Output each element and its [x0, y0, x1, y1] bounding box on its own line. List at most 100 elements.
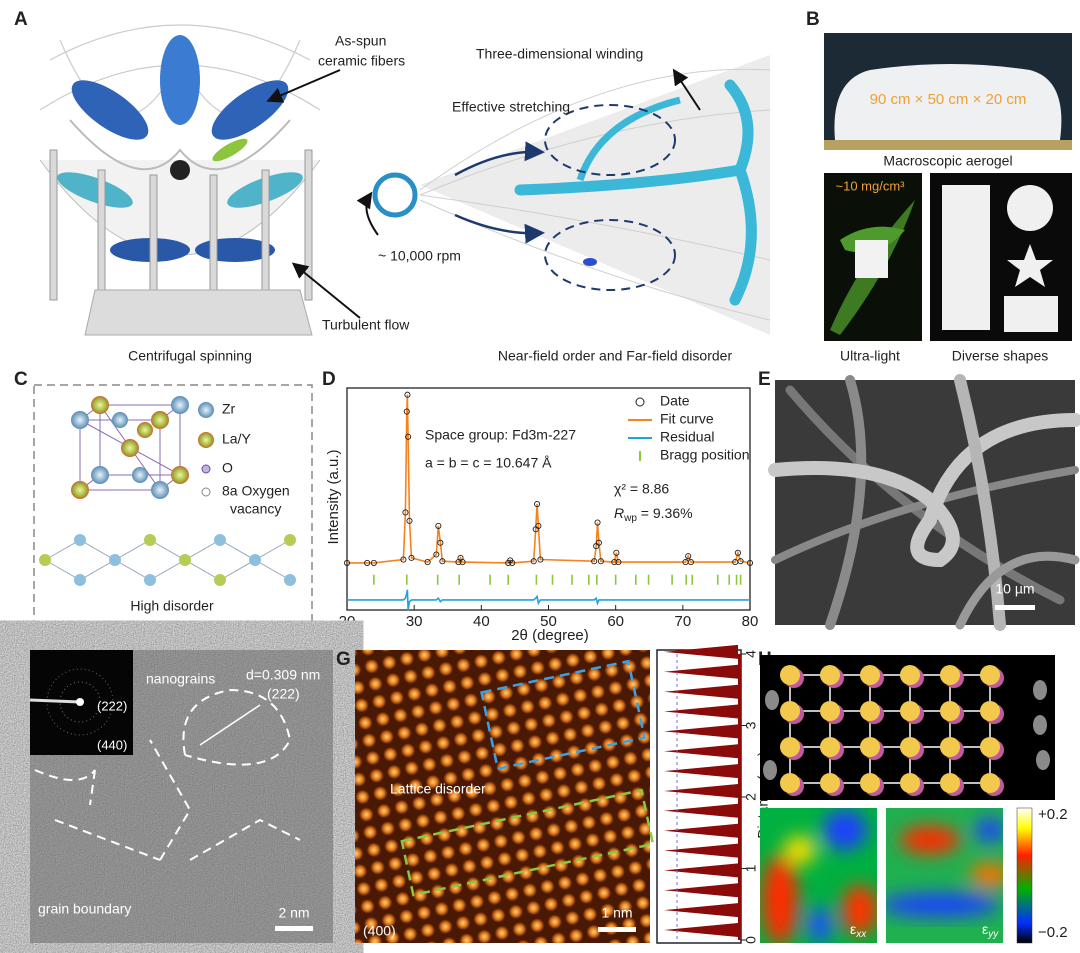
x-tick-label: 70 [674, 613, 691, 630]
series-line [347, 589, 750, 611]
annotation: εyy [982, 921, 999, 940]
x-tick-label: 40 [473, 613, 490, 630]
annotation: (222) [97, 698, 127, 713]
annotation: χ² = 8.86 [614, 481, 669, 497]
colorbar-label: −0.2 [1038, 924, 1068, 941]
spinner-illustration [39, 24, 321, 336]
strain-symbol: ε [850, 921, 856, 937]
data-point [746, 559, 754, 566]
annotation-value: = 9.36% [637, 505, 693, 521]
annotation: (222) [267, 686, 300, 702]
y-tick-label: 1 [743, 864, 759, 872]
arrow [291, 262, 361, 319]
annotation: ~10 mg/cm³ [836, 178, 906, 193]
caption: Ultra-light [840, 348, 900, 364]
strain-subscript: xx [855, 929, 867, 940]
annotation: Lattice disorder [390, 781, 486, 797]
legend-swatch [198, 402, 214, 418]
data-point [737, 558, 744, 565]
annotation: Rwp = 9.36% [614, 505, 693, 524]
atom [860, 665, 880, 685]
atom [780, 737, 800, 757]
annotation: Three-dimensional winding [476, 46, 643, 62]
atom [980, 737, 1000, 757]
atom [860, 701, 880, 721]
annotation: grain boundary [38, 901, 131, 917]
annotation: ceramic fibers [318, 53, 405, 69]
arrow [672, 68, 701, 111]
annotation: εxx [850, 921, 867, 940]
data-point [595, 539, 602, 546]
atom [980, 773, 1000, 793]
data-point [615, 559, 622, 566]
strain-maps [760, 807, 1033, 944]
blob [1033, 680, 1047, 700]
y-tick-label: 2 [743, 793, 759, 801]
data-point [613, 549, 620, 556]
x-tick-label: 30 [406, 613, 423, 630]
annotation: Turbulent flow [322, 317, 410, 333]
flow-illustration [356, 55, 771, 335]
data-point [439, 558, 446, 565]
photo [930, 173, 1072, 341]
panel-label: E [758, 369, 771, 390]
legend-label: O [222, 460, 233, 476]
data-point [530, 558, 537, 565]
data-point [405, 433, 412, 440]
x-tick-label: 80 [742, 613, 759, 630]
atom [780, 773, 800, 793]
panel-label: A [14, 9, 28, 30]
strain-symbol: ε [982, 921, 988, 937]
data-point [591, 558, 598, 565]
atom [900, 701, 920, 721]
annotation: (400) [363, 923, 396, 939]
data-point [437, 539, 444, 546]
data-point [403, 408, 410, 415]
legend-label: Fit curve [660, 411, 714, 427]
atom [980, 701, 1000, 721]
data-point [687, 559, 694, 566]
data-point [535, 522, 542, 529]
sem-image [768, 374, 1080, 631]
legend-swatch [198, 432, 214, 448]
y-tick-label: 4 [743, 650, 759, 658]
panel-label: D [322, 369, 336, 390]
x-axis-label: 2θ (degree) [511, 627, 589, 644]
annotation-symbol: R [614, 505, 624, 521]
data-point [408, 554, 415, 561]
data-point [459, 559, 466, 566]
atom [940, 737, 960, 757]
blob [763, 760, 777, 780]
annotation: (440) [97, 737, 127, 752]
atom [900, 665, 920, 685]
legend-label: La/Y [222, 431, 251, 447]
atom [820, 665, 840, 685]
data-point [400, 556, 407, 563]
x-tick-label: 50 [540, 613, 557, 630]
legend-label: Date [660, 393, 690, 409]
annotation: a = b = c = 10.647 Å [425, 455, 552, 471]
annotation: Space group: Fd3m-227 [425, 427, 576, 443]
atom [820, 773, 840, 793]
legend-label: vacancy [230, 501, 281, 517]
data-point [509, 559, 516, 566]
xrd-chart: D 2θ (degree) Intensity (a.u.) Space gro… [322, 369, 758, 644]
annotation-subscript: wp [623, 513, 637, 524]
crystal [39, 396, 296, 586]
data-point [435, 522, 442, 529]
strain-subscript: yy [987, 929, 999, 940]
profile-fill [664, 644, 741, 940]
annotation: 90 cm × 50 cm × 20 cm [870, 91, 1027, 108]
scale-bar-label: 1 nm [601, 905, 632, 921]
caption: Macroscopic aerogel [883, 153, 1012, 169]
atom [860, 737, 880, 757]
legend-label: Residual [660, 429, 714, 445]
atom [940, 773, 960, 793]
data-point [534, 500, 541, 508]
caption: Diverse shapes [952, 348, 1049, 364]
frame [33, 384, 313, 626]
atom [780, 701, 800, 721]
annotation: d=0.309 nm [246, 667, 320, 683]
